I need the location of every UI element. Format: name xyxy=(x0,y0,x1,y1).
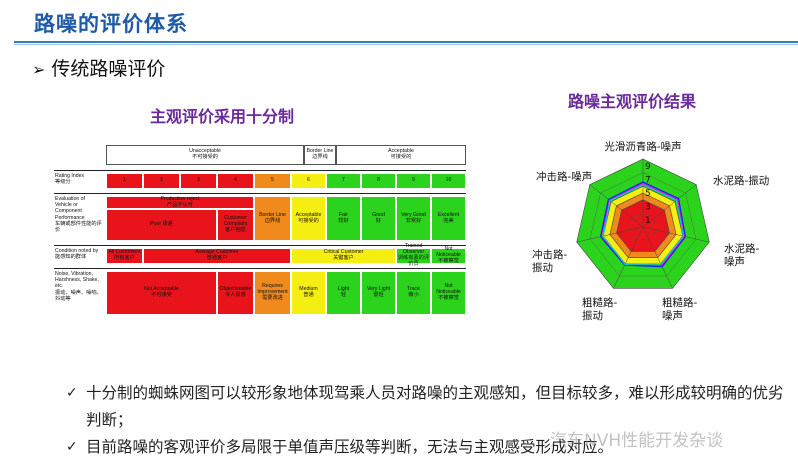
medium-cell: Medium 普通 xyxy=(291,271,326,315)
radar-axis-label: 粗糙路- xyxy=(662,296,697,309)
radar-axis-label: 水泥路- xyxy=(724,242,759,255)
border-line-cell: Border Line 边界线 xyxy=(254,196,291,241)
condition-row: Condition noted by 能感知的群体 All Customers … xyxy=(54,243,466,267)
poor-cell: Poor 极差 xyxy=(106,209,217,241)
rating-cell: 10 xyxy=(431,173,466,189)
rating-row: Rating Index 等级分 1 2 3 4 5 6 7 8 9 10 xyxy=(54,173,466,189)
rating-cell: 2 xyxy=(143,173,180,189)
header-border-line: Border Line 边界线 xyxy=(304,145,336,165)
light-cell: Light 轻 xyxy=(326,271,361,315)
radar-tick-label: 1 xyxy=(645,216,651,226)
very-good-cell: Very Good 非常好 xyxy=(396,196,431,241)
radar-grid-ring xyxy=(616,199,670,252)
radar-axis-label: 冲击路-噪声 xyxy=(536,170,592,183)
radar-grid-ring xyxy=(629,213,657,240)
rating-label: Rating Index 等级分 xyxy=(55,173,85,186)
evaluation-label: Evaluation of Vehicle or Component Perfo… xyxy=(55,196,102,234)
nvh-row: Noise, Vibration, Harshness, Shake, etc.… xyxy=(54,271,466,315)
radar-spoke xyxy=(589,184,644,228)
trace-cell: Trace 微小 xyxy=(396,271,431,315)
bullet-item: ✓ 目前路噪的客观评价多局限于单值声压级等判断，无法与主观感受形成对应。 xyxy=(66,434,786,461)
title-rule-thin xyxy=(14,44,798,45)
requires-improvement-cell: Requires Improvement 需要改进 xyxy=(254,271,291,315)
radar-series-line xyxy=(599,181,687,268)
section-heading-text: 传统路噪评价 xyxy=(51,58,166,80)
good-cell: Good 好 xyxy=(361,196,396,241)
evaluation-row: Evaluation of Vehicle or Component Perfo… xyxy=(54,196,466,241)
radar-axis-label: 噪声 xyxy=(724,255,745,268)
bullet-item: ✓ 十分制的蜘蛛网图可以较形象地体现驾乘人员对路噪的主观感知，但目标较多，难以形… xyxy=(66,380,786,434)
radar-grid-ring xyxy=(589,172,697,277)
header-acceptable: Acceptable 可接受的 xyxy=(336,145,466,165)
very-light-cell: Very Light 很轻 xyxy=(361,271,396,315)
rating-cell: 5 xyxy=(254,173,291,189)
radar-spoke xyxy=(642,184,697,228)
title-rule xyxy=(14,41,798,43)
radar-spoke xyxy=(642,226,710,243)
radar-spoke xyxy=(613,226,644,289)
fair-cell: Fair 较好 xyxy=(326,196,361,241)
radar-chart: 13579光滑沥青路-噪声水泥路-振动水泥路-噪声粗糙路-噪声粗糙路-振动冲击路… xyxy=(532,140,769,322)
check-icon: ✓ xyxy=(66,385,78,401)
radar-axis-label: 噪声 xyxy=(662,309,683,322)
radar-tick-label: 9 xyxy=(645,162,651,172)
rating-cell: 8 xyxy=(361,173,396,189)
section-heading: ➢ 传统路噪评价 xyxy=(32,54,165,81)
nvh-not-noticeable-cell: Not Noticeable 不被察觉 xyxy=(431,271,466,315)
watermark: 汽车NVH性能开发杂谈 xyxy=(550,431,724,451)
average-customer-cell: Average Customer 普通客户 xyxy=(143,248,291,264)
objectionable-cell: Objectionable 令人反感 xyxy=(217,271,254,315)
radar-series-line xyxy=(602,184,685,266)
customer-complaint-cell: Customer Complaint 客户抱怨 xyxy=(217,209,254,241)
trained-observer-cell: Trained Observer 训练有素的评价员 xyxy=(396,243,431,267)
slide-title: 路噪的评价体系 xyxy=(34,12,188,36)
radar-spoke xyxy=(642,226,673,289)
table-caption: 主观评价采用十分制 xyxy=(150,107,295,126)
radar-tick-label: 5 xyxy=(645,189,651,199)
rating-cell: 6 xyxy=(291,173,326,189)
rating-cell: 7 xyxy=(326,173,361,189)
radar-axis-label: 水泥路-振动 xyxy=(713,174,769,187)
radar-tick-label: 3 xyxy=(645,203,651,213)
table-header-row: Unacceptable 不可接受的 Border Line 边界线 Accep… xyxy=(54,145,466,165)
radar-axis-label: 粗糙路- xyxy=(582,296,617,309)
header-unacceptable: Unacceptable 不可接受的 xyxy=(106,145,304,165)
all-customers-cell: All Customers 所有客户 xyxy=(106,248,143,264)
critical-customer-cell: Critical Customer 关键客户 xyxy=(291,248,396,264)
row-divider xyxy=(54,170,466,171)
acceptable-cell: Acceptable 可接受的 xyxy=(291,196,326,241)
rating-cell: 3 xyxy=(180,173,217,189)
row-divider xyxy=(54,245,466,246)
condition-label: Condition noted by 能感知的群体 xyxy=(55,248,99,261)
bullet-text: 目前路噪的客观评价多局限于单值声压级等判断，无法与主观感受形成对应。 xyxy=(86,438,614,456)
radar-axis-label: 冲击路- xyxy=(532,248,567,261)
row-divider xyxy=(54,268,466,269)
radar-axis-label: 振动 xyxy=(582,309,603,322)
not-acceptable-cell: Not Acceptable 不可接受 xyxy=(106,271,217,315)
arrow-bullet-icon: ➢ xyxy=(32,60,46,79)
nvh-label: Noise, Vibration, Harshness, Shake, etc.… xyxy=(55,271,102,302)
production-reject-cell: Production reject 产品不认可 xyxy=(106,196,254,209)
rating-cell: 4 xyxy=(217,173,254,189)
rating-cell: 1 xyxy=(106,173,143,189)
rating-cell: 9 xyxy=(396,173,431,189)
radar-axis-label: 光滑沥青路-噪声 xyxy=(604,140,681,153)
row-divider xyxy=(54,193,466,194)
radar-caption: 路噪主观评价结果 xyxy=(568,92,697,111)
radar-tick-label: 7 xyxy=(645,175,651,185)
bullet-text: 十分制的蜘蛛网图可以较形象地体现驾乘人员对路噪的主观感知，但目标较多，难以形成较… xyxy=(86,384,784,429)
radar-spoke xyxy=(576,226,644,243)
excellent-cell: Excellent 完美 xyxy=(431,196,466,241)
radar-axis-label: 振动 xyxy=(532,261,553,274)
not-noticeable-cell: Not Noticeable 不被察觉 xyxy=(431,246,466,264)
bullet-list: ✓ 十分制的蜘蛛网图可以较形象地体现驾乘人员对路噪的主观感知，但目标较多，难以形… xyxy=(66,380,786,461)
check-icon: ✓ xyxy=(66,439,78,455)
